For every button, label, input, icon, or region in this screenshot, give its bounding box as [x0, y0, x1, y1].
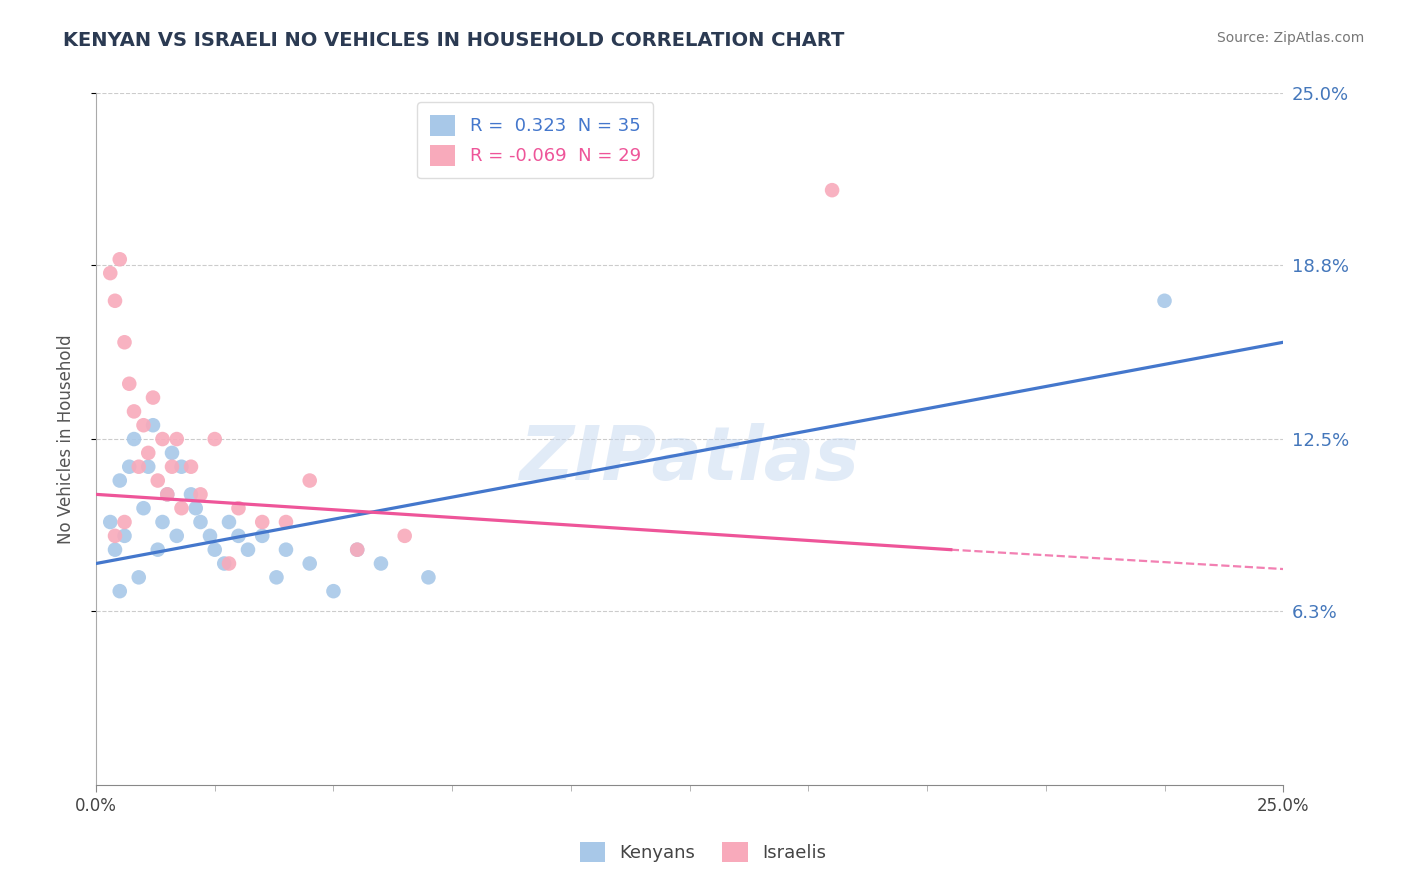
Text: KENYAN VS ISRAELI NO VEHICLES IN HOUSEHOLD CORRELATION CHART: KENYAN VS ISRAELI NO VEHICLES IN HOUSEHO…: [63, 31, 845, 50]
Legend: R =  0.323  N = 35, R = -0.069  N = 29: R = 0.323 N = 35, R = -0.069 N = 29: [418, 103, 654, 178]
Point: [114, 529, 136, 543]
Point: [132, 501, 155, 516]
Point: [1153, 293, 1175, 308]
Point: [170, 459, 193, 474]
Text: Source: ZipAtlas.com: Source: ZipAtlas.com: [1216, 31, 1364, 45]
Point: [146, 474, 169, 488]
Point: [98, 266, 121, 280]
Point: [212, 557, 235, 571]
Point: [236, 542, 259, 557]
Point: [821, 183, 844, 197]
Point: [146, 542, 169, 557]
Point: [156, 487, 179, 501]
Point: [132, 418, 155, 433]
Point: [160, 446, 183, 460]
Point: [104, 293, 127, 308]
Point: [142, 391, 165, 405]
Point: [128, 570, 150, 584]
Point: [114, 335, 136, 350]
Point: [180, 459, 202, 474]
Point: [122, 404, 145, 418]
Point: [118, 459, 141, 474]
Point: [184, 501, 207, 516]
Point: [118, 376, 141, 391]
Point: [104, 542, 127, 557]
Point: [198, 529, 221, 543]
Point: [298, 474, 321, 488]
Point: [104, 529, 127, 543]
Point: [136, 459, 159, 474]
Legend: Kenyans, Israelis: Kenyans, Israelis: [572, 834, 834, 870]
Point: [160, 459, 183, 474]
Y-axis label: No Vehicles in Household: No Vehicles in Household: [58, 334, 75, 544]
Point: [322, 584, 344, 599]
Point: [228, 529, 250, 543]
Point: [98, 515, 121, 529]
Point: [394, 529, 416, 543]
Point: [128, 459, 150, 474]
Point: [142, 418, 165, 433]
Point: [152, 432, 174, 446]
Point: [228, 501, 250, 516]
Point: [346, 542, 368, 557]
Point: [108, 252, 131, 267]
Point: [108, 474, 131, 488]
Point: [136, 446, 159, 460]
Point: [274, 542, 297, 557]
Point: [252, 529, 274, 543]
Point: [370, 557, 392, 571]
Point: [346, 542, 368, 557]
Point: [108, 584, 131, 599]
Point: [166, 529, 188, 543]
Point: [190, 487, 212, 501]
Point: [152, 515, 174, 529]
Point: [204, 432, 226, 446]
Point: [252, 515, 274, 529]
Point: [156, 487, 179, 501]
Point: [274, 515, 297, 529]
Point: [298, 557, 321, 571]
Text: ZIPatlas: ZIPatlas: [520, 424, 859, 496]
Point: [170, 501, 193, 516]
Point: [218, 557, 240, 571]
Point: [218, 515, 240, 529]
Point: [166, 432, 188, 446]
Point: [266, 570, 288, 584]
Point: [418, 570, 440, 584]
Point: [204, 542, 226, 557]
Point: [190, 515, 212, 529]
Point: [180, 487, 202, 501]
Point: [114, 515, 136, 529]
Point: [122, 432, 145, 446]
